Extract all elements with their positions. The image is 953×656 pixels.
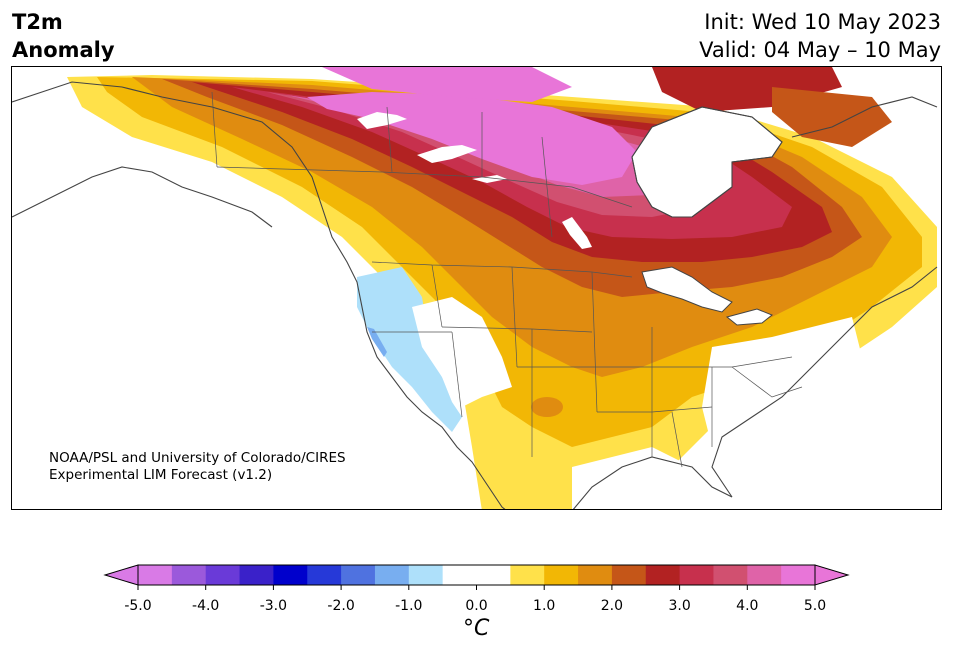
colorbar-tick-label: 3.0 <box>668 598 691 614</box>
colorbar-segment <box>645 565 681 585</box>
colorbar-min-arrow <box>103 564 139 586</box>
colorbar-tick-label: 5.0 <box>803 598 827 614</box>
anomaly-zone-light-blue <box>357 267 462 432</box>
colorbar <box>103 564 850 590</box>
valid-range: Valid: 04 May – 10 May <box>699 38 941 62</box>
colorbar-max-arrow <box>814 564 850 586</box>
gulf-of-mexico <box>572 447 769 509</box>
colorbar-tick-label: -1.0 <box>395 598 423 614</box>
colorbar-ticks <box>137 585 816 590</box>
great-lakes <box>641 266 733 313</box>
credit-line-2: Experimental LIM Forecast (v1.2) <box>49 467 273 483</box>
great-bear-lake <box>357 112 407 129</box>
neutral-zone-southeast <box>702 317 862 497</box>
init-date: Init: Wed 10 May 2023 <box>704 10 941 34</box>
title-line-1: T2m <box>12 10 63 34</box>
credit-line-1: NOAA/PSL and University of Colorado/CIRE… <box>49 450 346 466</box>
anomaly-zone-arctic-orange <box>772 87 892 147</box>
colorbar-tick-label: 2.0 <box>600 598 624 614</box>
colorbar-segment <box>138 565 173 585</box>
colorbar-segments <box>138 565 816 585</box>
colorbar-segment <box>374 565 410 585</box>
colorbar-tick-label: -3.0 <box>259 598 288 614</box>
texas-orange-spot <box>531 397 563 417</box>
colorbar-tick-label: 1.0 <box>533 598 556 614</box>
great-slave-lake <box>417 145 477 163</box>
colorbar-segment <box>781 565 816 585</box>
map-title: T2m Anomaly <box>12 8 115 64</box>
colorbar-segment <box>408 565 444 585</box>
anomaly-zone-arctic-magenta <box>322 67 572 102</box>
anomaly-zone-mid-blue <box>367 327 387 357</box>
colorbar-tick-label: -5.0 <box>124 598 152 614</box>
colorbar-segment <box>171 565 207 585</box>
colorbar-segment <box>578 565 613 585</box>
colorbar-segment <box>611 565 647 585</box>
colorbar-segment <box>205 565 241 585</box>
colorbar-tick-label: -2.0 <box>327 598 355 614</box>
colorbar-segment <box>307 565 342 585</box>
colorbar-segment <box>747 565 782 585</box>
date-info: Init: Wed 10 May 2023 Valid: 04 May – 10… <box>699 8 941 64</box>
colorbar-segment <box>544 565 579 585</box>
colorbar-unit: °C <box>463 616 490 641</box>
forecast-credit: NOAA/PSL and University of Colorado/CIRE… <box>49 450 346 484</box>
colorbar-segment <box>239 565 274 585</box>
neutral-zone-southwest <box>412 297 512 407</box>
anomaly-zone-arctic-red <box>652 67 842 112</box>
colorbar-tick-label: 0.0 <box>465 598 488 614</box>
political-borders <box>211 91 803 468</box>
colorbar-segment <box>442 565 477 585</box>
colorbar-segment <box>679 565 714 585</box>
lake-winnipeg <box>562 217 592 249</box>
colorbar-segment <box>341 565 376 585</box>
great-lakes-2 <box>725 308 773 326</box>
colorbar-tick-label: -4.0 <box>192 598 220 614</box>
map-canvas <box>12 67 938 509</box>
colorbar-segment <box>510 565 545 585</box>
title-line-2: Anomaly <box>12 38 115 62</box>
colorbar-segment <box>476 565 511 585</box>
colorbar-tick-label: 4.0 <box>736 598 759 614</box>
colorbar-segment <box>713 565 748 585</box>
colorbar-segment <box>273 565 308 585</box>
lake-athabasca <box>472 175 507 183</box>
anomaly-map <box>11 66 942 510</box>
